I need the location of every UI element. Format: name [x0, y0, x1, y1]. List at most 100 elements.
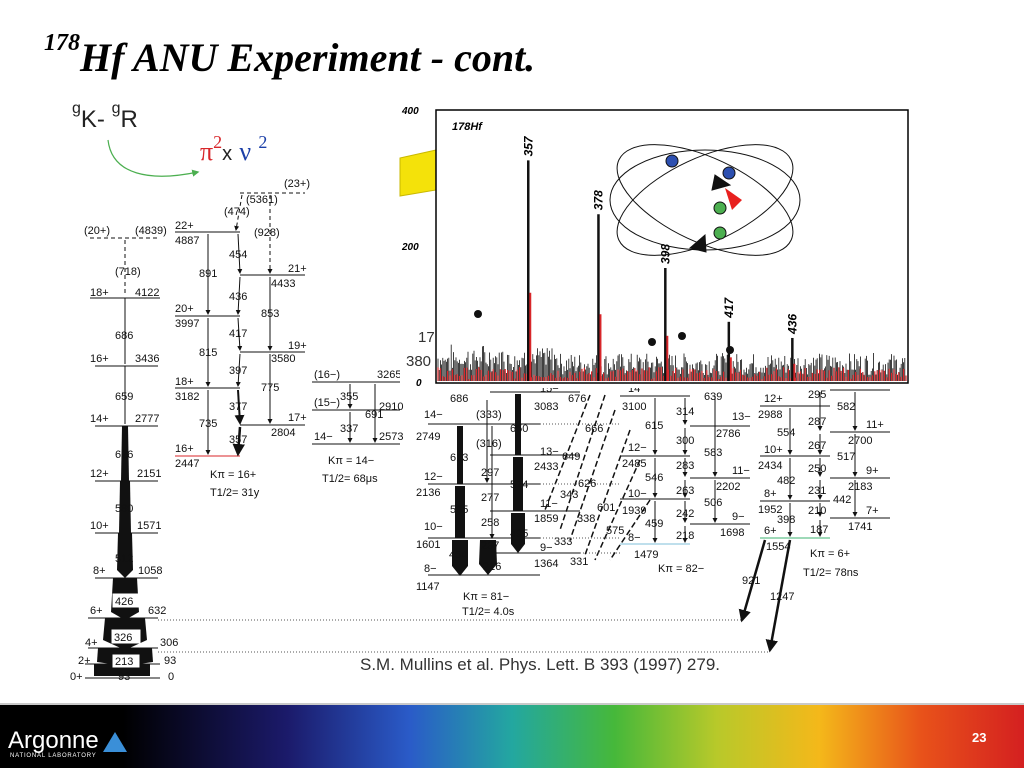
- b82-energy-2786: 2786: [716, 428, 740, 440]
- b82-gamma-639: 639: [704, 391, 722, 403]
- title-text: Hf ANU Experiment - cont.: [80, 35, 536, 80]
- b16-gamma-454: 454: [229, 249, 247, 261]
- gr-g: g: [111, 100, 121, 117]
- band-8-1-labels: 14− 2749 12− 2136 10− 1601 8− 1147 15− 3…: [416, 383, 624, 618]
- gk-g: g: [72, 100, 81, 117]
- b16-gamma-775: 775: [261, 382, 279, 394]
- b6-gamma-267: 267: [808, 440, 826, 452]
- b14-energy-2910: 2910: [379, 401, 403, 413]
- band-8-1-arrows: [452, 394, 525, 576]
- gs-energy-1571: 1571: [137, 520, 161, 532]
- orbit-illustration: [609, 144, 801, 256]
- ground-band-labels: (20+) (4839) 18+ 4122 16+ 3436 14+ 2777 …: [70, 225, 178, 683]
- b81-gamma-316: (316): [476, 438, 502, 450]
- band-14-labels: (16−) 3265 (15−) 2910 14− 2573 355 337 6…: [314, 369, 403, 485]
- b81-energy-1601: 1601: [416, 539, 440, 551]
- gs-level-8: 8+: [93, 565, 106, 577]
- gs-gamma-326: 326: [114, 632, 132, 644]
- gr-r: R: [120, 106, 138, 133]
- b82-gamma-218: 218: [676, 530, 694, 542]
- spec-dot-3: [678, 332, 686, 340]
- spec-partial-380: 380: [406, 353, 431, 370]
- logo-subtitle: NATIONAL LABORATORY: [10, 753, 97, 759]
- level-scheme-diagram: (20+) (4839) 18+ 4122 16+ 3436 14+ 2777 …: [70, 105, 910, 683]
- b81-gamma-454: 454: [449, 549, 467, 561]
- b82-energy-3100: 3100: [622, 401, 646, 413]
- b6-energy-2183: 2183: [848, 481, 872, 493]
- gs-gamma-659: 659: [115, 391, 133, 403]
- band-16-lines: [175, 192, 305, 457]
- b16-energy-3997: 3997: [175, 318, 199, 330]
- b16-energy-4887: 4887: [175, 235, 199, 247]
- b82-gamma-546: 546: [645, 472, 663, 484]
- citation: S.M. Mullins et al. Phys. Lett. B 393 (1…: [360, 655, 721, 674]
- b81-gamma-666: 666: [585, 423, 603, 435]
- b6-gamma-210: 210: [808, 505, 826, 517]
- b6-level-10: 10+: [764, 444, 783, 456]
- b81-level-11: 11−: [540, 498, 558, 510]
- gk-gr-formula: gK- gR: [72, 100, 138, 134]
- b81-energy-1364: 1364: [534, 558, 558, 570]
- b16-level-20: 20+: [175, 303, 194, 315]
- band-6-labels: 12+ 2988 10+ 2434 8+ 1952 6+ 1554 11+ 27…: [742, 379, 884, 603]
- b6-energy-1741: 1741: [848, 521, 872, 533]
- b16-level-17: 17+: [288, 412, 307, 424]
- b6-gamma-398: 398: [777, 514, 795, 526]
- b6-level-9: 9+: [866, 465, 879, 477]
- b81-gamma-258: 258: [481, 517, 499, 529]
- b81-level-12: 12−: [424, 471, 443, 483]
- b81-k-label: Kπ = 81−: [463, 591, 509, 603]
- spectrum-peak-label-357: 357: [521, 135, 535, 156]
- b6-level-8: 8+: [764, 488, 777, 500]
- b6-half-life: T1/2= 78ns: [803, 567, 859, 579]
- ground-band-energy-boxes: [111, 593, 141, 668]
- b14-level-15: (15−): [314, 397, 340, 409]
- gs-level-18: 18+: [90, 287, 109, 299]
- b81-gamma-297: 297: [481, 467, 499, 479]
- b82-gamma-615: 615: [645, 420, 663, 432]
- gs-gamma-686: 686: [115, 330, 133, 342]
- b81-gamma-277: 277: [481, 492, 499, 504]
- nu-exponent: 2: [258, 132, 268, 152]
- footer-divider: [0, 703, 1024, 705]
- spec-dot-1: [474, 310, 482, 318]
- spec-ytick-200: 200: [401, 242, 419, 253]
- b82-gamma-314: 314: [676, 406, 694, 418]
- b6-level-7: 7+: [866, 505, 879, 517]
- b6-gamma-921: 921: [742, 575, 760, 587]
- b6-level-6: 6+: [764, 525, 777, 537]
- b14-gamma-691: 691: [365, 409, 383, 421]
- page-number: 23: [972, 730, 987, 745]
- gk-to-pinu-arrow: [107, 139, 200, 177]
- title-superscript: 178: [44, 30, 80, 56]
- b16-gamma-815: 815: [199, 347, 217, 359]
- band-14-lines: [312, 381, 400, 445]
- b14-level-16: (16−): [314, 369, 340, 381]
- gs-energy-1058: 1058: [138, 565, 162, 577]
- spectrum-peak-label-417: 417: [722, 296, 736, 318]
- b82-level-13: 13−: [732, 411, 751, 423]
- b81-gamma-574: 574: [510, 479, 528, 491]
- b16-energy-5361: (5361): [246, 194, 278, 206]
- logo-text: Argonne: [8, 727, 99, 754]
- b81-energy-3083: 3083: [534, 401, 558, 413]
- gs-level-14: 14+: [90, 413, 109, 425]
- b16-level-19: 19+: [288, 340, 307, 352]
- gs-level-4: 4+: [85, 637, 98, 649]
- band-6-long-arrows: [738, 539, 792, 653]
- b6-gamma-231: 231: [808, 485, 826, 497]
- gs-level-12: 12+: [90, 468, 109, 480]
- b6-level-11: 11+: [866, 419, 884, 431]
- b6-gamma-554: 554: [777, 427, 795, 439]
- b81-gamma-575: 575: [606, 525, 624, 537]
- b82-energy-1939: 1939: [622, 505, 646, 517]
- b16-half-life: T1/2= 31y: [210, 487, 260, 499]
- b6-gamma-442: 442: [833, 494, 851, 506]
- b16-k-label: Kπ = 16+: [210, 469, 256, 481]
- gs-energy-4122: 4122: [135, 287, 159, 299]
- b16-energy-2447: 2447: [175, 458, 199, 470]
- b81-energy-1147: 1147: [416, 581, 440, 593]
- band-8-2-lines: [620, 395, 750, 545]
- spectrum-peaks: 357 378 398 417 436: [521, 135, 799, 381]
- b6-gamma-250: 250: [808, 463, 826, 475]
